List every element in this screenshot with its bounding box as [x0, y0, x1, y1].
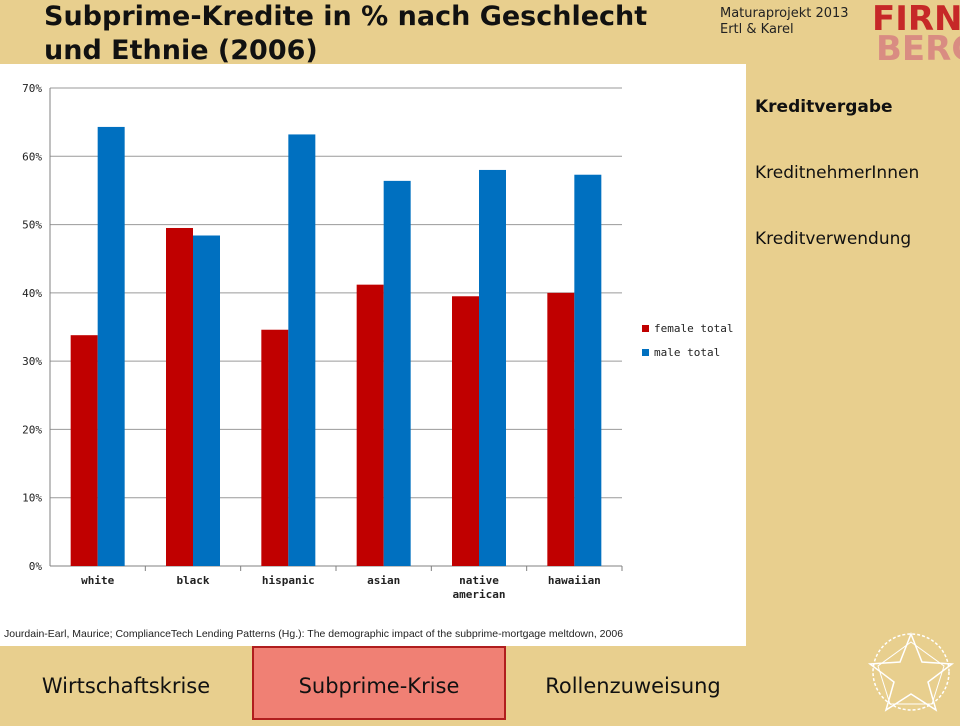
- project-line-1: Maturaprojekt 2013: [720, 6, 849, 21]
- y-tick-label: 70%: [22, 82, 42, 95]
- x-tick-label: hawaiian: [548, 574, 601, 587]
- side-nav-kreditverwendung[interactable]: Kreditverwendung: [755, 229, 912, 249]
- side-nav-kreditnehmerinnen[interactable]: KreditnehmerInnen: [755, 163, 920, 183]
- bar-female-asian: [356, 284, 384, 566]
- star-emblem-icon: [867, 631, 955, 712]
- firnberg-logo: FIRN BERG: [872, 0, 960, 64]
- bar-female-hispanic: [261, 329, 289, 566]
- x-tick-label: asian: [367, 574, 400, 587]
- bar-female-black: [166, 227, 193, 566]
- chart-panel: 0% 10% 20% 30% 40% 50% 60% 70% white black hispani…: [0, 64, 746, 646]
- y-tick-label: 60%: [22, 150, 42, 163]
- bar-male-native-american: [479, 169, 506, 566]
- x-tick-label: black: [176, 574, 209, 587]
- bar-male-black: [193, 235, 220, 567]
- slide-title: Subprime-Kredite in % nach Geschlecht un…: [44, 1, 648, 66]
- legend-label-male: male total: [654, 346, 720, 359]
- bar-male-asian: [383, 180, 411, 566]
- y-tick-label: 10%: [22, 492, 42, 505]
- side-nav: Kreditvergabe KreditnehmerInnen Kreditve…: [755, 96, 919, 294]
- svg-text:FIRN: FIRN: [872, 0, 960, 39]
- y-tick-label: 20%: [22, 423, 42, 436]
- bar-male-hawaiian: [574, 174, 602, 567]
- y-tick-label: 0%: [29, 560, 43, 573]
- legend-label-female: female total: [654, 322, 733, 335]
- x-tick-label: native: [459, 574, 499, 587]
- svg-text:BERG: BERG: [876, 29, 960, 64]
- y-tick-label: 50%: [22, 219, 42, 232]
- x-tick-label: american: [453, 588, 506, 601]
- tab-wirtschaftskrise[interactable]: Wirtschaftskrise: [41, 674, 211, 698]
- bar-female-white: [70, 335, 98, 566]
- project-info: Maturaprojekt 2013 Ertl & Karel: [720, 6, 849, 38]
- bar-male-hispanic: [288, 134, 316, 566]
- bar-female-native-american: [452, 296, 479, 566]
- bar-male-white: [97, 126, 125, 566]
- legend-swatch-female: [642, 325, 649, 332]
- x-tick-label: hispanic: [262, 574, 315, 587]
- side-nav-kreditvergabe[interactable]: Kreditvergabe: [755, 97, 893, 117]
- y-tick-label: 40%: [22, 287, 42, 300]
- tab-subprime-krise[interactable]: Subprime-Krise: [252, 646, 506, 720]
- legend-swatch-male: [642, 349, 649, 356]
- bar-chart: 0% 10% 20% 30% 40% 50% 60% 70% white black hispani…: [22, 82, 733, 601]
- tab-rollenzuweisung[interactable]: Rollenzuweisung: [545, 674, 721, 698]
- bar-female-hawaiian: [547, 292, 575, 566]
- source-citation: Jourdain-Earl, Maurice; ComplianceTech L…: [4, 628, 624, 640]
- project-line-2: Ertl & Karel: [720, 22, 794, 37]
- x-tick-label: white: [81, 574, 114, 587]
- bottom-nav: Wirtschaftskrise Subprime-Krise Rollenzu…: [0, 646, 960, 720]
- y-tick-label: 30%: [22, 355, 42, 368]
